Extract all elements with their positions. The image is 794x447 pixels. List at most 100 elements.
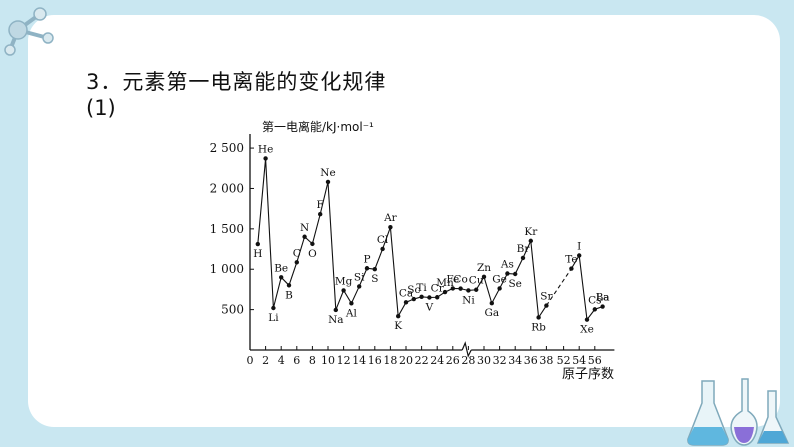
element-label: Mg — [335, 275, 353, 287]
data-point — [372, 267, 377, 272]
element-label: I — [577, 241, 581, 253]
element-label: Si — [354, 271, 365, 283]
element-label: Na — [328, 314, 343, 326]
x-tick-label: 52 — [557, 354, 571, 367]
lab-flasks-icon — [687, 378, 790, 446]
element-label: Br — [517, 243, 531, 255]
x-tick-label: 8 — [309, 354, 316, 367]
data-point — [357, 284, 362, 289]
data-point — [271, 305, 276, 311]
element-label: S — [371, 273, 378, 285]
x-tick-label: 36 — [524, 354, 538, 367]
x-tick-label: 22 — [415, 354, 429, 367]
element-label: H — [253, 248, 262, 260]
data-point — [403, 300, 409, 305]
x-axis-label: 原子序数 — [562, 367, 614, 382]
y-tick-label: 1 000 — [210, 262, 244, 276]
data-point — [505, 271, 510, 276]
data-point — [380, 246, 385, 252]
element-label: Cu — [469, 275, 484, 287]
data-point — [411, 296, 416, 302]
data-point — [544, 303, 549, 308]
x-tick-label: 28 — [461, 354, 475, 367]
data-point — [427, 295, 432, 300]
element-label: V — [425, 302, 434, 314]
x-tick-label: 18 — [383, 354, 397, 367]
element-label: Zn — [477, 262, 491, 274]
page-title: 3．元素第一电离能的变化规律 — [86, 70, 387, 94]
slide-panel — [28, 15, 780, 427]
x-axis-break-mark — [461, 341, 472, 358]
element-label: Cl — [377, 234, 389, 246]
element-label: Se — [508, 278, 521, 290]
element-label: Be — [274, 262, 288, 274]
data-point — [318, 212, 323, 217]
element-label: La — [596, 292, 609, 304]
x-tick-label: 38 — [539, 354, 553, 367]
data-point — [481, 274, 487, 280]
element-label: Cr — [431, 282, 445, 294]
element-label: Sc — [407, 284, 420, 296]
y-axis-label: 第一电离能/kJ·mol⁻¹ — [262, 119, 374, 134]
x-tick-label: 20 — [399, 354, 413, 367]
x-tick-label: 16 — [368, 354, 382, 367]
data-point — [489, 301, 494, 306]
x-tick-label: 14 — [352, 354, 366, 367]
element-label: Cs — [588, 294, 601, 306]
data-point — [528, 238, 533, 244]
element-label: Li — [268, 312, 279, 324]
element-label: P — [363, 253, 370, 265]
chart-points — [255, 156, 605, 322]
element-label: Al — [345, 307, 358, 319]
series-line-dashed — [545, 268, 572, 306]
data-point — [442, 289, 448, 295]
data-point — [584, 317, 590, 322]
data-point — [435, 295, 440, 300]
x-tick-label: 34 — [508, 354, 522, 367]
element-label: Ni — [462, 294, 475, 306]
element-label: O — [308, 248, 317, 260]
element-label: Te — [565, 254, 577, 266]
data-point — [364, 266, 370, 271]
element-label: Sr — [540, 291, 553, 303]
data-point — [302, 234, 307, 239]
element-label: Ti — [416, 282, 427, 294]
data-point — [341, 288, 346, 293]
element-label: B — [285, 289, 293, 301]
data-point — [325, 179, 331, 185]
element-label: Ar — [383, 212, 398, 224]
element-label: Ge — [492, 273, 507, 285]
element-label: C — [293, 247, 301, 259]
element-label: Ga — [484, 307, 499, 319]
data-point — [286, 283, 292, 288]
element-label: Kr — [524, 226, 538, 238]
data-point — [569, 266, 574, 271]
element-label: K — [394, 320, 402, 332]
y-tick-label: 2 000 — [210, 181, 244, 195]
element-label: Xe — [580, 324, 594, 336]
data-point — [333, 307, 338, 313]
element-label: Ba — [596, 292, 610, 304]
data-point — [466, 288, 471, 293]
data-point — [520, 255, 526, 261]
element-label: Co — [453, 274, 467, 286]
molecule-model-icon — [4, 7, 54, 56]
x-tick-label: 12 — [337, 354, 351, 367]
data-point — [600, 304, 605, 309]
x-tick-label: 56 — [588, 354, 602, 367]
x-tick-label: 2 — [262, 354, 269, 367]
data-point — [279, 275, 284, 280]
data-point — [592, 307, 597, 312]
x-tick-label: 4 — [278, 354, 285, 367]
element-label: He — [258, 143, 273, 155]
element-label: Mn — [436, 277, 454, 289]
data-point — [255, 241, 260, 247]
y-tick-label: 500 — [221, 303, 244, 317]
x-tick-label: 24 — [430, 354, 444, 367]
data-point — [263, 156, 268, 161]
element-label: Ca — [399, 287, 413, 299]
element-label: Rb — [531, 321, 546, 333]
data-point — [419, 294, 424, 300]
